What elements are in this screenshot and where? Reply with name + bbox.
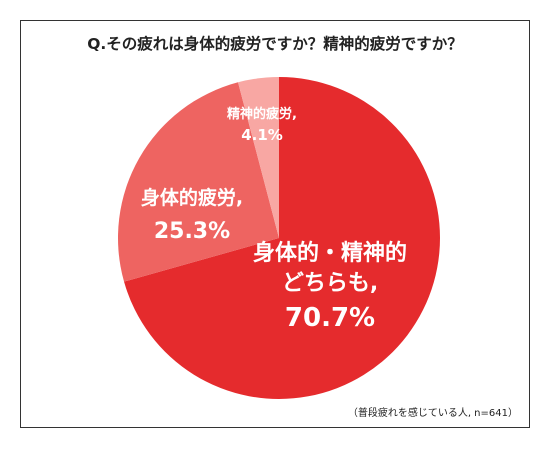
pie-slice-mental (238, 77, 279, 238)
slice-value-physical: 25.3% (154, 219, 230, 244)
slice-label-both: どちらも, (282, 271, 378, 296)
sample-note: （普段疲れを感じている人, n=641） (347, 408, 518, 419)
slice-value-both: 70.7% (285, 303, 375, 333)
slice-label-physical: 身体的疲労, (141, 186, 243, 209)
slice-label-mental: 精神的疲労, (227, 106, 297, 122)
pie-slice-physical (117, 82, 279, 282)
slice-value-mental: 4.1% (241, 126, 283, 144)
chart-title: Q.その疲れは身体的疲労ですか？精神的疲労ですか？ (87, 35, 463, 53)
slice-label-both: 身体的・精神的 (253, 240, 407, 266)
pie-slice-both (124, 77, 440, 399)
chart-frame (20, 20, 530, 428)
